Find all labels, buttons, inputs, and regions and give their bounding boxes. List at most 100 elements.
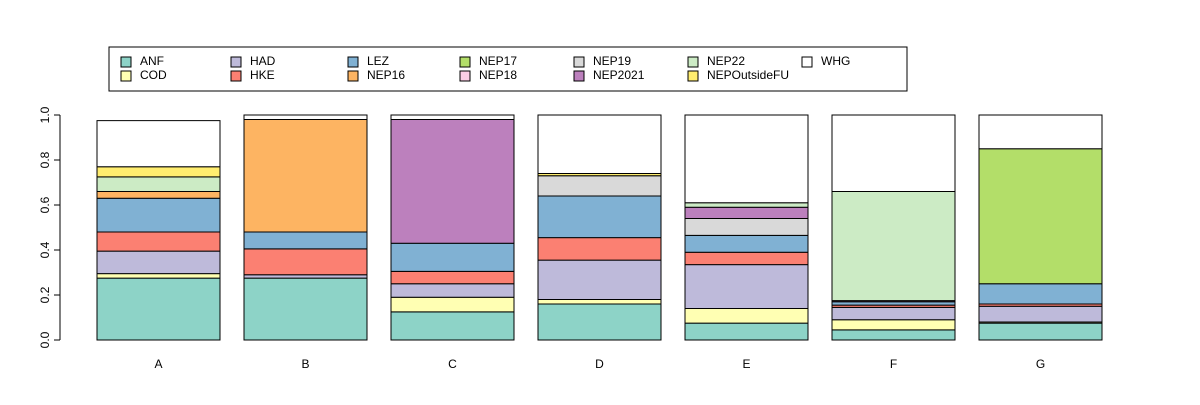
bar-segment-e-had	[684, 264, 809, 309]
bar-segment-c-whg	[390, 114, 515, 120]
bar-segment-f-nep22	[831, 191, 956, 302]
bar-segment-c-hke	[390, 270, 515, 285]
bar-segment-e-nep22	[684, 202, 809, 208]
bar-segment-c-lez	[390, 242, 515, 272]
bar-segment-a-whg	[96, 120, 221, 168]
bar-segment-d-whg	[537, 114, 662, 174]
legend-swatch-nep2021	[573, 70, 585, 82]
bar-segment-g-lez	[978, 283, 1103, 305]
y-axis: 0.0 0.2 0.4 0.6 0.8 1.0	[38, 106, 61, 348]
y-tick-label: 0.0	[38, 331, 52, 348]
y-tick-label: 0.6	[38, 196, 52, 213]
bar-segment-f-lez	[831, 301, 956, 306]
bar-segment-d-had	[537, 259, 662, 300]
bar-segment-d-cod	[537, 299, 662, 305]
bar-segment-f-cod	[831, 319, 956, 331]
bar-d	[537, 114, 662, 341]
bar-segment-f-whg	[831, 114, 956, 192]
legend-label-hke: HKE	[250, 68, 275, 82]
bar-segment-c-cod	[390, 296, 515, 313]
legend-swatch-nepoutsidefu	[687, 70, 699, 82]
legend-swatch-had	[230, 56, 242, 68]
y-tick-label: 0.4	[38, 241, 52, 258]
bar-segment-c-nep2021	[390, 119, 515, 244]
legend-label-nep16: NEP16	[367, 68, 405, 82]
bar-f	[831, 114, 956, 341]
y-tick-label: 0.8	[38, 151, 52, 168]
legend-swatch-nep18	[459, 70, 471, 82]
legend-label-anf: ANF	[140, 54, 164, 68]
x-tick-label-d: D	[595, 357, 604, 371]
legend-label-whg: WHG	[821, 54, 850, 68]
bar-segment-b-had	[243, 274, 368, 279]
bar-a	[96, 120, 221, 341]
bar-segment-c-had	[390, 283, 515, 298]
bar-segment-c-anf	[390, 311, 515, 341]
legend-label-lez: LEZ	[367, 54, 389, 68]
legend-swatch-nep22	[687, 56, 699, 68]
y-tick-label: 0.2	[38, 286, 52, 303]
bars	[96, 114, 1103, 341]
bar-segment-a-lez	[96, 197, 221, 233]
bar-segment-g-had	[978, 305, 1103, 323]
x-tick-label-b: B	[301, 357, 309, 371]
bar-segment-b-hke	[243, 248, 368, 276]
x-tick-label-e: E	[742, 357, 750, 371]
legend-label-nep19: NEP19	[593, 54, 631, 68]
bar-segment-a-nepoutsidefu	[96, 166, 221, 178]
legend-swatch-nep19	[573, 56, 585, 68]
legend-swatch-nep17	[459, 56, 471, 68]
legend-label-had: HAD	[250, 54, 276, 68]
bar-segment-b-anf	[243, 277, 368, 341]
bar-segment-d-hke	[537, 237, 662, 261]
bar-segment-g-whg	[978, 114, 1103, 150]
bar-segment-b-lez	[243, 231, 368, 250]
bar-segment-e-whg	[684, 114, 809, 204]
legend-label-nep17: NEP17	[479, 54, 517, 68]
bar-segment-b-whg	[243, 114, 368, 120]
legend-box	[108, 46, 908, 92]
legend-label-nepoutsidefu: NEPOutsideFU	[707, 68, 789, 82]
bar-g	[978, 114, 1103, 341]
bar-segment-g-nep17	[978, 148, 1103, 285]
bar-segment-a-nep22	[96, 176, 221, 192]
bar-segment-e-cod	[684, 308, 809, 324]
bar-segment-f-had	[831, 306, 956, 321]
legend-swatch-whg	[801, 56, 813, 68]
x-tick-label-a: A	[154, 357, 162, 371]
x-axis-labels: A B C D E F G	[154, 357, 1045, 371]
x-tick-label-c: C	[448, 357, 457, 371]
y-tick-label: 1.0	[38, 106, 52, 123]
bar-segment-e-hke	[684, 251, 809, 266]
bar-segment-f-anf	[831, 329, 956, 341]
legend-label-cod: COD	[140, 68, 167, 82]
bar-segment-a-nep16	[96, 191, 221, 199]
legend-swatch-anf	[120, 56, 132, 68]
legend-label-nep2021: NEP2021	[593, 68, 645, 82]
x-tick-label-g: G	[1036, 357, 1045, 371]
bar-segment-g-anf	[978, 322, 1103, 341]
legend-label-nep22: NEP22	[707, 54, 745, 68]
bar-e	[684, 114, 809, 341]
bar-segment-d-nep19	[537, 175, 662, 197]
bar-segment-e-anf	[684, 322, 809, 341]
legend-label-nep18: NEP18	[479, 68, 517, 82]
bar-segment-d-lez	[537, 195, 662, 239]
bar-segment-a-had	[96, 250, 221, 275]
bar-b	[243, 114, 368, 341]
bar-segment-a-cod	[96, 273, 221, 279]
bar-segment-a-hke	[96, 231, 221, 252]
legend-swatch-cod	[120, 70, 132, 82]
bar-segment-e-nep19	[684, 218, 809, 236]
bar-segment-e-nep2021	[684, 206, 809, 219]
bar-segment-a-anf	[96, 277, 221, 341]
x-tick-label-f: F	[890, 357, 897, 371]
legend-swatch-lez	[347, 56, 359, 68]
bar-segment-b-nep16	[243, 119, 368, 233]
bar-c	[390, 114, 515, 341]
bar-segment-e-lez	[684, 234, 809, 253]
bar-segment-d-anf	[537, 303, 662, 341]
